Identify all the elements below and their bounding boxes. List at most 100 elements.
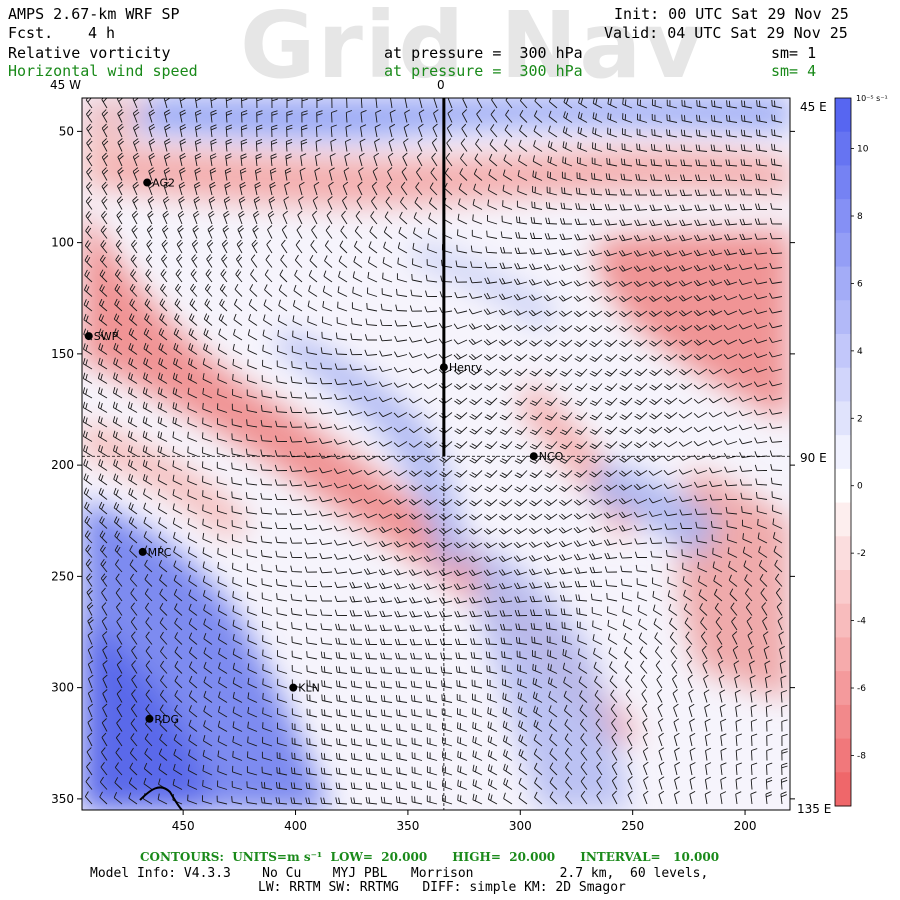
wind-barb <box>779 660 786 674</box>
wind-barb <box>363 484 378 490</box>
x-tick-label: 350 <box>396 819 419 833</box>
wind-barb <box>485 651 498 660</box>
wind-barb <box>559 567 573 575</box>
wind-barb <box>486 665 498 674</box>
wind-barb <box>469 397 483 406</box>
wind-barb <box>365 782 378 790</box>
wind-barb <box>519 124 528 138</box>
wind-barb <box>143 502 153 515</box>
wind-barb <box>741 519 753 529</box>
wind-barb <box>100 544 108 558</box>
wind-barb <box>499 426 513 435</box>
wind-barb <box>515 636 528 645</box>
wind-barb <box>394 335 408 342</box>
wind-barb <box>515 623 528 631</box>
wind-barb <box>544 248 558 256</box>
wind-barb <box>635 158 648 167</box>
wind-barb <box>276 650 288 660</box>
wind-barb <box>191 239 199 254</box>
wind-barb <box>559 412 573 421</box>
wind-barb <box>158 560 168 573</box>
wind-barb <box>442 765 453 776</box>
wind-barb <box>724 189 738 196</box>
wind-barb <box>468 583 483 590</box>
wind-barb <box>663 234 678 242</box>
wind-barb <box>351 723 363 732</box>
wind-barb <box>408 455 423 463</box>
wind-barb <box>543 541 558 548</box>
wind-barb <box>320 767 333 776</box>
wind-barb <box>595 704 603 718</box>
wind-barb <box>321 331 333 341</box>
wind-barb <box>604 426 618 435</box>
wind-barb <box>514 455 528 464</box>
wind-barb <box>353 240 363 254</box>
wind-barb <box>454 610 468 618</box>
wind-barb <box>131 239 138 254</box>
wind-barb <box>514 596 528 603</box>
wind-barb <box>473 168 483 181</box>
wind-barb <box>378 526 393 534</box>
wind-barb <box>664 368 678 376</box>
wind-barb <box>379 596 393 604</box>
wind-barb <box>709 219 723 226</box>
wind-barb <box>517 664 528 674</box>
wind-barb <box>759 573 768 587</box>
wind-barb <box>225 124 233 138</box>
wind-barb <box>663 295 678 302</box>
wind-barb <box>681 99 693 109</box>
wind-barb <box>279 269 288 283</box>
wind-barb <box>634 441 648 449</box>
wind-barb <box>621 578 633 587</box>
wind-barb <box>697 575 708 587</box>
wind-barb <box>116 210 123 225</box>
wind-barb <box>314 153 321 167</box>
wind-barb <box>456 693 468 703</box>
wind-barb <box>627 732 633 747</box>
wind-barb <box>529 412 543 421</box>
wind-barb <box>589 218 603 226</box>
wind-barb <box>298 196 304 210</box>
wind-barb <box>306 665 318 674</box>
wind-barb <box>606 592 618 602</box>
wind-barb <box>275 782 288 790</box>
wind-barb <box>321 708 333 718</box>
station-dot <box>138 547 147 556</box>
wind-barb <box>543 325 558 332</box>
wind-barb <box>580 733 588 747</box>
wind-barb <box>423 499 438 506</box>
y-tick-label: 300 <box>51 681 74 695</box>
wind-barb <box>364 365 378 372</box>
wind-barb <box>159 631 168 645</box>
wind-barb <box>588 526 603 533</box>
wind-barb <box>396 752 408 761</box>
wind-barb <box>710 174 723 181</box>
wind-barb <box>130 269 138 283</box>
wind-barb <box>367 287 378 297</box>
wind-barb <box>608 647 618 660</box>
wind-barb <box>559 470 573 478</box>
wind-barb <box>689 762 696 776</box>
wind-barb <box>765 704 773 718</box>
wind-barb <box>115 587 123 602</box>
wind-barb <box>174 675 183 689</box>
wind-barb <box>678 325 693 332</box>
wind-barb <box>756 505 768 515</box>
wind-barb <box>161 254 168 268</box>
wind-barb <box>548 110 558 123</box>
wind-barb <box>308 270 318 283</box>
wind-barb <box>769 394 783 401</box>
wind-barb <box>621 592 633 602</box>
wind-barb <box>158 748 168 761</box>
wind-barb <box>86 138 93 152</box>
wind-barb <box>769 307 783 314</box>
wind-barb <box>262 649 273 660</box>
wind-barb <box>291 636 303 645</box>
wind-barb <box>738 279 753 286</box>
wind-barb <box>594 675 603 689</box>
wind-barb <box>468 338 483 345</box>
wind-barb <box>179 153 186 167</box>
wind-barb <box>488 153 498 167</box>
